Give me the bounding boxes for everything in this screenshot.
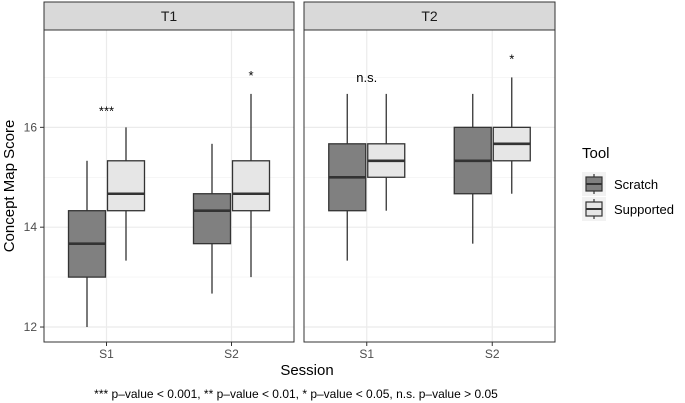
x-tick-label-t1-s1: S1 xyxy=(99,347,114,361)
x-tick-label-t2-s2: S2 xyxy=(485,347,500,361)
legend-label-supported: Supported xyxy=(614,202,674,217)
legend-label-scratch: Scratch xyxy=(614,177,658,192)
x-axis-title: Session xyxy=(280,362,333,379)
facet-label-t1: T1 xyxy=(161,8,178,24)
caption-pvalue-note: *** p–value < 0.001, ** p–value < 0.01, … xyxy=(94,387,498,401)
panel-border xyxy=(43,29,295,343)
facet-label-t2: T2 xyxy=(421,8,438,24)
legend-title: Tool xyxy=(582,145,610,162)
panel-border xyxy=(303,29,556,343)
panels-layer: T1 *** S1 * S2 T2 n.s. S1 * S2 12 14 16 xyxy=(24,1,556,361)
x-tick-label-t2-s1: S1 xyxy=(359,347,374,361)
y-tick-label: 16 xyxy=(24,120,38,134)
facet-strip-t2 xyxy=(303,1,556,31)
significance-annotation-t2-s2: * xyxy=(509,51,514,66)
legend: Tool Scratch Supported xyxy=(582,145,674,221)
box-t1-s1-supported xyxy=(106,160,146,212)
box-t1-s2-supported xyxy=(231,160,271,212)
facet-strip-t1 xyxy=(43,1,295,31)
significance-annotation-t1-s1: *** xyxy=(99,103,114,118)
x-tick-label-t1-s2: S2 xyxy=(224,347,239,361)
y-tick-label: 12 xyxy=(24,320,38,334)
significance-annotation-t1-s2: * xyxy=(248,68,253,83)
y-axis-title: Concept Map Score xyxy=(1,120,18,253)
box-t1-s2-scratch xyxy=(192,193,232,245)
y-tick-label: 14 xyxy=(24,220,38,234)
significance-annotation-t2-s1: n.s. xyxy=(356,70,377,85)
